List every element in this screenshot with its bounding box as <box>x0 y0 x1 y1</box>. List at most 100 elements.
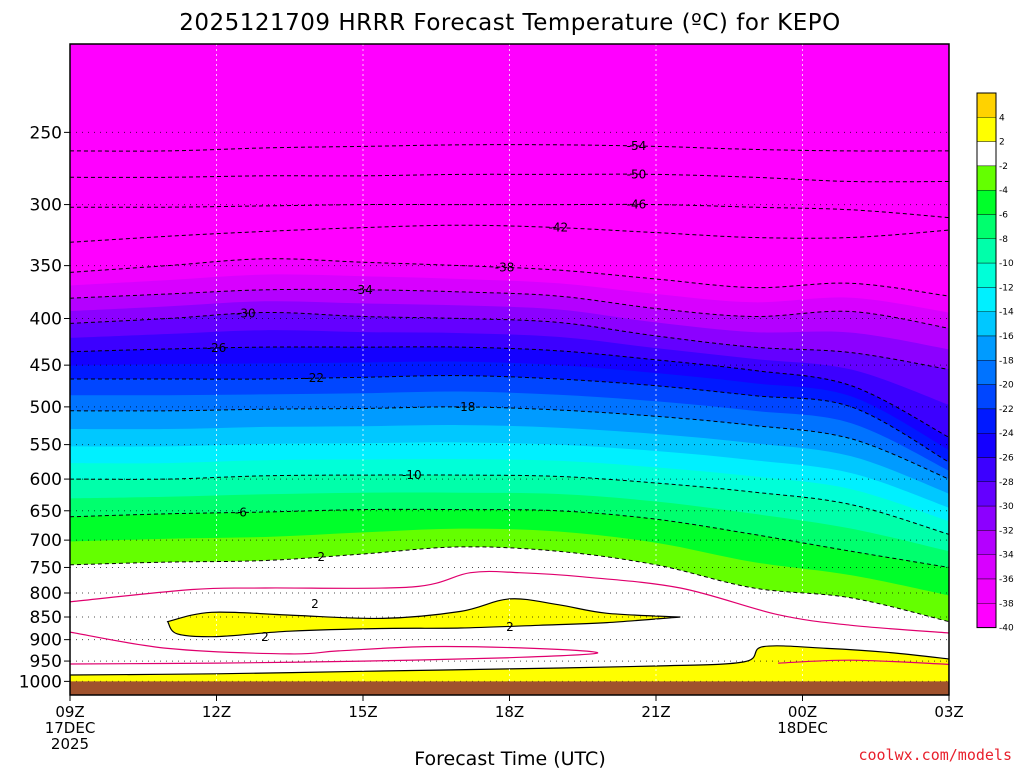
y-tick-label: 900 <box>30 631 62 651</box>
x-tick-label: 17DEC <box>45 719 96 737</box>
colorbar-label: -28 <box>999 478 1014 488</box>
x-tick-label: 21Z <box>641 703 670 721</box>
isotherm-label: -10 <box>402 468 422 482</box>
colorbar-label: -14 <box>999 308 1014 318</box>
contour-label-2: 2 <box>261 630 269 644</box>
y-tick-label: 1000 <box>19 672 62 692</box>
isotherm-line <box>70 546 949 623</box>
isotherm-label: -42 <box>549 221 569 235</box>
y-tick-label: 700 <box>30 531 62 551</box>
isotherm-contours: -54 -50 -46 -42 -38 -34 -30 -26 -22 -18 -10 -6 -2 <box>70 139 949 665</box>
y-tick-label: 450 <box>30 356 62 376</box>
colorbar-swatch <box>976 165 997 191</box>
colorbar-label: -2 <box>999 162 1008 172</box>
isotherm-label: -30 <box>236 307 256 321</box>
x-tick-label: 15Z <box>348 703 377 721</box>
ground-fill <box>70 681 949 695</box>
colorbar-swatch <box>976 214 997 239</box>
y-tick-label: 800 <box>30 584 62 604</box>
isotherm-label: -2 <box>313 550 325 564</box>
colorbar-swatch <box>976 530 997 555</box>
colorbar-swatch <box>976 505 997 531</box>
colorbar-label: -24 <box>999 429 1014 439</box>
x-tick-label: 2025 <box>51 735 89 753</box>
colorbar-swatch <box>976 481 997 507</box>
colorbar-swatch <box>976 311 997 337</box>
contour-label-2: 2 <box>311 597 319 611</box>
colorbar-swatch <box>976 287 997 312</box>
colorbar-label: -32 <box>999 526 1014 536</box>
colorbar-legend: 4 2 -2 -4 -6 -8 -10 -12 -14 -16 -18 -20 -22 -24 -26 -28… <box>976 92 1014 634</box>
chart-title: 2025121709 HRRR Forecast Temperature (ºC… <box>179 10 841 36</box>
colorbar-label: -22 <box>999 405 1014 415</box>
y-tick-label: 650 <box>30 502 62 522</box>
y-tick-label: 950 <box>30 652 62 672</box>
colorbar-swatch <box>976 554 997 580</box>
y-tick-label: 500 <box>30 398 62 418</box>
contour-label-2: 2 <box>506 620 514 634</box>
warm-zone-aloft <box>166 598 681 638</box>
isotherm-label: -22 <box>304 371 324 385</box>
colorbar-label: -12 <box>999 283 1014 293</box>
colorbar-swatch <box>976 238 997 264</box>
colorbar-label: -20 <box>999 381 1014 391</box>
colorbar-swatch <box>976 457 997 482</box>
ground-layer <box>70 681 949 695</box>
x-tick-label: 03Z <box>934 703 963 721</box>
x-tick-label: 12Z <box>202 703 231 721</box>
y-axis: 250 300 350 400 450 500 550 600 650 700 750 800 850 9… <box>19 123 70 692</box>
colorbar-swatch <box>976 117 997 142</box>
isotherm-line-0 <box>70 631 599 665</box>
y-tick-label: 250 <box>30 123 62 143</box>
colorbar-label: -16 <box>999 332 1014 342</box>
colorbar-frame <box>976 92 997 629</box>
isotherm-label: -18 <box>456 400 476 414</box>
colorbar-label: -38 <box>999 599 1014 609</box>
x-tick-label: 00Z <box>788 703 817 721</box>
x-tick-label: 18Z <box>495 703 524 721</box>
colorbar-swatch <box>976 603 997 628</box>
plot-area: -54 -50 -46 -42 -38 -34 -30 -26 -22 -18 -10 -6 -2 <box>70 44 949 695</box>
colorbar-label: -26 <box>999 454 1014 464</box>
colorbar-label: -18 <box>999 356 1014 366</box>
colorbar-label: 2 <box>999 138 1005 148</box>
colorbar-label: 4 <box>999 113 1005 123</box>
isotherm-label: -50 <box>627 167 647 181</box>
isotherm-line <box>70 375 949 463</box>
isotherm-label: -54 <box>627 139 647 153</box>
colorbar-swatch <box>976 141 997 167</box>
colorbar-label: -6 <box>999 211 1008 221</box>
y-tick-label: 600 <box>30 470 62 490</box>
colorbar-swatch <box>976 360 997 385</box>
colorbar-label: -10 <box>999 259 1014 269</box>
colorbar-swatch <box>976 335 997 361</box>
isotherm-label: -26 <box>207 341 227 355</box>
y-tick-label: 400 <box>30 310 62 330</box>
colorbar-label: -8 <box>999 235 1008 245</box>
colorbar-swatch <box>976 189 997 215</box>
isotherm-label: -34 <box>353 283 373 297</box>
isotherm-line-0 <box>70 570 949 634</box>
isotherm-line-0 <box>778 659 949 665</box>
colorbar-label: -40 <box>999 624 1014 634</box>
x-tick-label: 18DEC <box>777 719 828 737</box>
y-tick-label: 850 <box>30 608 62 628</box>
colorbar-swatch <box>976 578 997 604</box>
y-tick-label: 300 <box>30 196 62 216</box>
isotherm-label: -6 <box>235 505 247 519</box>
colorbar-swatch <box>976 262 997 288</box>
y-tick-label: 350 <box>30 257 62 277</box>
colorbar-swatch <box>976 408 997 434</box>
isotherm-label: -38 <box>495 261 515 275</box>
colorbar-swatch <box>976 92 997 118</box>
colorbar-label: -4 <box>999 186 1008 196</box>
colorbar-label: -30 <box>999 502 1014 512</box>
colorbar-label: -34 <box>999 551 1014 561</box>
isotherm-label: -46 <box>627 198 647 212</box>
x-axis-title: Forecast Time (UTC) <box>414 748 605 768</box>
isotherm-line <box>70 346 949 438</box>
colorbar-swatch <box>976 384 997 410</box>
colorbar-label: -36 <box>999 575 1014 585</box>
